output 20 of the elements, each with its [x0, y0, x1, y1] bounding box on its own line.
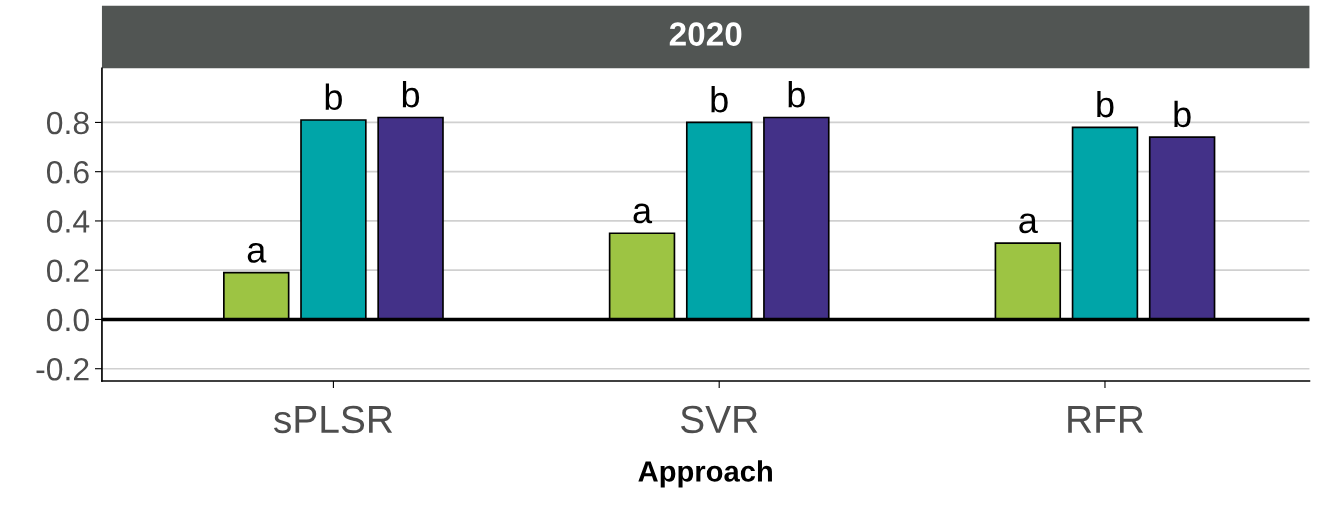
x-axis-title: Approach: [638, 460, 772, 488]
data-label: b: [402, 81, 420, 108]
y-tick-label: 0.2: [46, 259, 89, 283]
x-tick-label: SVR: [680, 405, 758, 434]
y-tick-label: 0.8: [46, 111, 89, 135]
y-tick-label: 0.0: [46, 308, 89, 332]
data-label: b: [1097, 90, 1114, 118]
y-tick-label: 0.4: [46, 210, 90, 233]
data-label: b: [711, 85, 728, 113]
y-tick-label: -0.2: [36, 357, 89, 381]
data-label: b: [1174, 100, 1191, 128]
data-label: a: [1019, 213, 1038, 234]
y-tick-label: 0.6: [46, 160, 89, 184]
x-tick-label: RFR: [1068, 406, 1144, 433]
data-label: a: [247, 242, 267, 263]
x-tick-label: sPLSR: [273, 405, 393, 434]
data-label: b: [788, 81, 805, 108]
data-label: a: [633, 203, 653, 224]
data-label: b: [325, 83, 342, 111]
chart-title: 2020: [669, 22, 742, 46]
